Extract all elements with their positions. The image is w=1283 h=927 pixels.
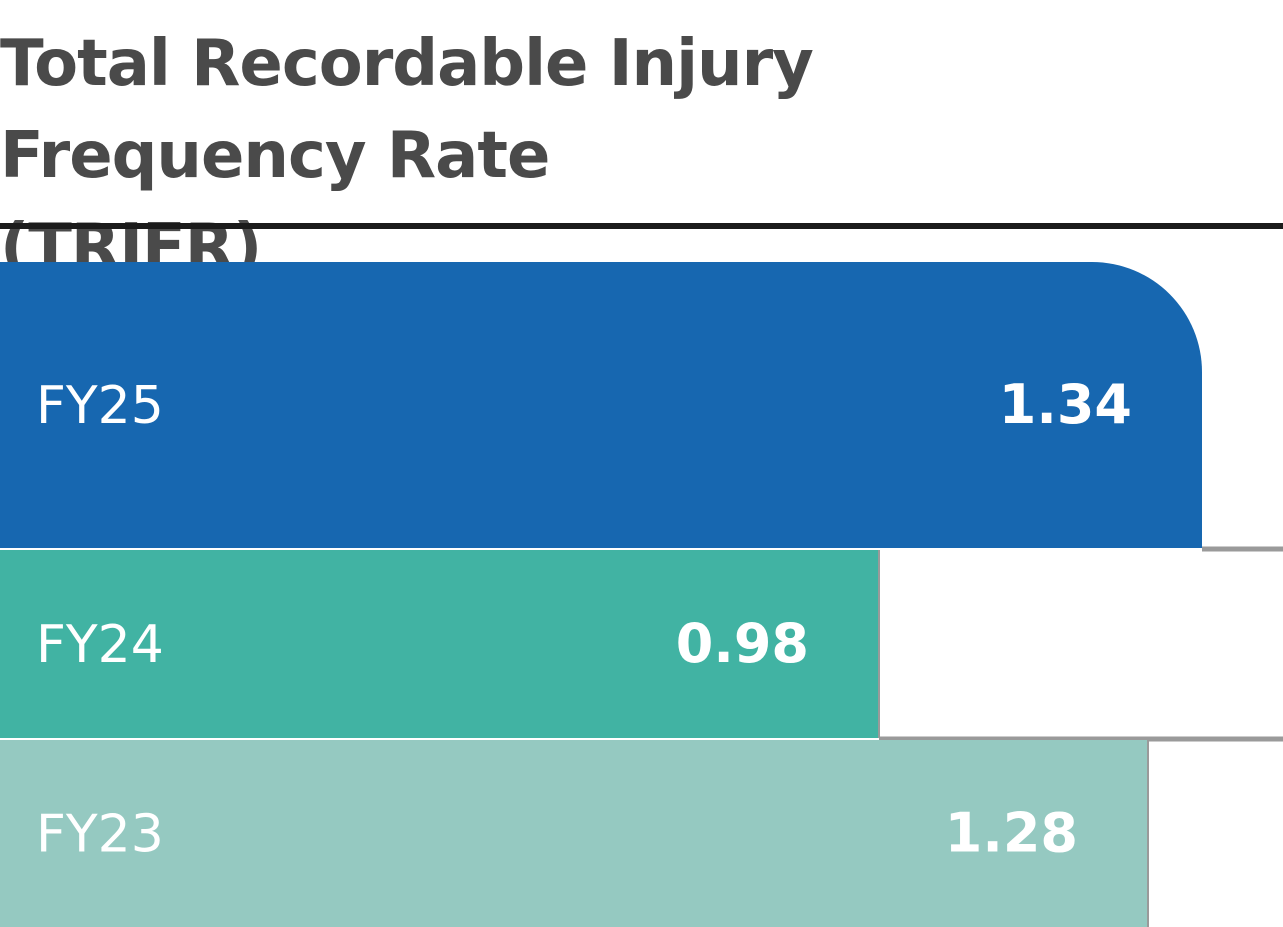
bar-fy24	[0, 550, 879, 738]
category-label-fy23: FY23	[36, 805, 164, 865]
category-label-fy25: FY25	[36, 376, 164, 436]
value-label-fy23: 1.28	[945, 802, 1078, 865]
bar-fy23	[0, 740, 1148, 927]
bar-chart: FY25 1.34 FY24 0.98 FY23 1.28	[0, 262, 1283, 927]
value-label-fy25: 1.34	[999, 373, 1132, 436]
category-label-fy24: FY24	[36, 615, 164, 675]
bar-fy25	[0, 262, 1202, 548]
bar-chart-canvas: FY25 1.34 FY24 0.98 FY23 1.28	[0, 262, 1283, 927]
title-underline	[0, 223, 1283, 229]
chart-title: Total Recordable Injury Frequency Rate (…	[0, 27, 814, 285]
value-label-fy24: 0.98	[676, 612, 809, 675]
